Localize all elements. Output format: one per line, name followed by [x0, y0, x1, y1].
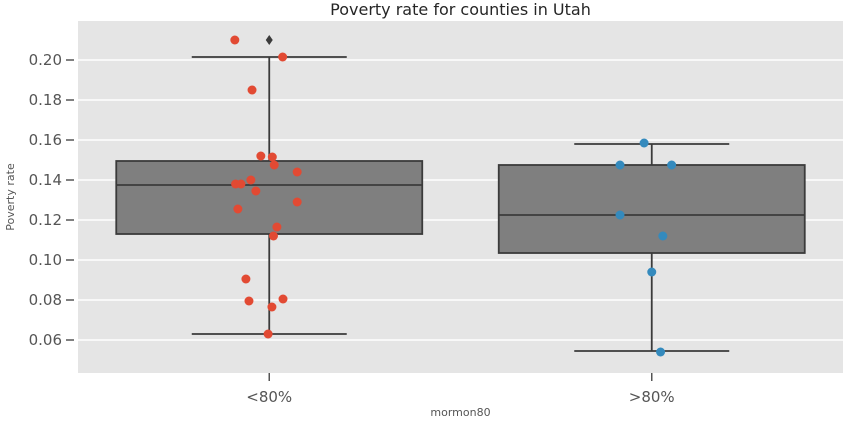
- y-tick-label: 0.18: [29, 91, 62, 109]
- y-tick-label: 0.20: [29, 51, 62, 69]
- x-tick-label: >80%: [629, 388, 675, 406]
- data-point: [667, 160, 677, 170]
- data-point: [278, 294, 288, 304]
- data-point: [251, 186, 261, 196]
- box: [497, 164, 806, 254]
- box: [115, 160, 424, 235]
- data-point: [292, 167, 302, 177]
- y-tick-label: 0.06: [29, 331, 62, 349]
- y-axis-label: Poverty rate: [4, 163, 17, 231]
- data-point: [236, 179, 246, 189]
- y-tick-label: 0.08: [29, 291, 62, 309]
- y-tick-label: 0.12: [29, 211, 62, 229]
- x-axis-label: mormon80: [430, 406, 490, 419]
- data-point: [647, 267, 657, 277]
- data-point: [244, 296, 254, 306]
- data-point: [241, 274, 251, 284]
- boxes-layer: [115, 35, 806, 352]
- data-point: [268, 231, 278, 241]
- data-point: [615, 210, 625, 220]
- y-tick-label: 0.10: [29, 251, 62, 269]
- data-point: [269, 160, 279, 170]
- strip-points-layer: [230, 35, 677, 357]
- chart-title: Poverty rate for counties in Utah: [330, 0, 591, 19]
- data-point: [615, 160, 625, 170]
- data-point: [230, 35, 240, 45]
- data-point: [267, 152, 277, 162]
- y-tick-label: 0.16: [29, 131, 62, 149]
- ticks-layer: 0.20 0.18 0.16 0.14 0.12 0.10 0.08 0.06 <80% >80%: [29, 51, 675, 406]
- data-point: [658, 231, 668, 241]
- y-tick-label: 0.14: [29, 171, 62, 189]
- data-point: [278, 52, 288, 62]
- data-point: [656, 347, 666, 357]
- data-point: [247, 85, 257, 95]
- data-point: [272, 222, 282, 232]
- outlier-marker: [265, 35, 273, 45]
- data-point: [256, 151, 266, 161]
- data-point: [246, 175, 256, 185]
- data-point: [639, 138, 649, 148]
- data-point: [263, 329, 273, 339]
- data-point: [233, 204, 243, 214]
- data-point: [267, 302, 277, 312]
- data-point: [292, 197, 302, 207]
- x-tick-label: <80%: [246, 388, 292, 406]
